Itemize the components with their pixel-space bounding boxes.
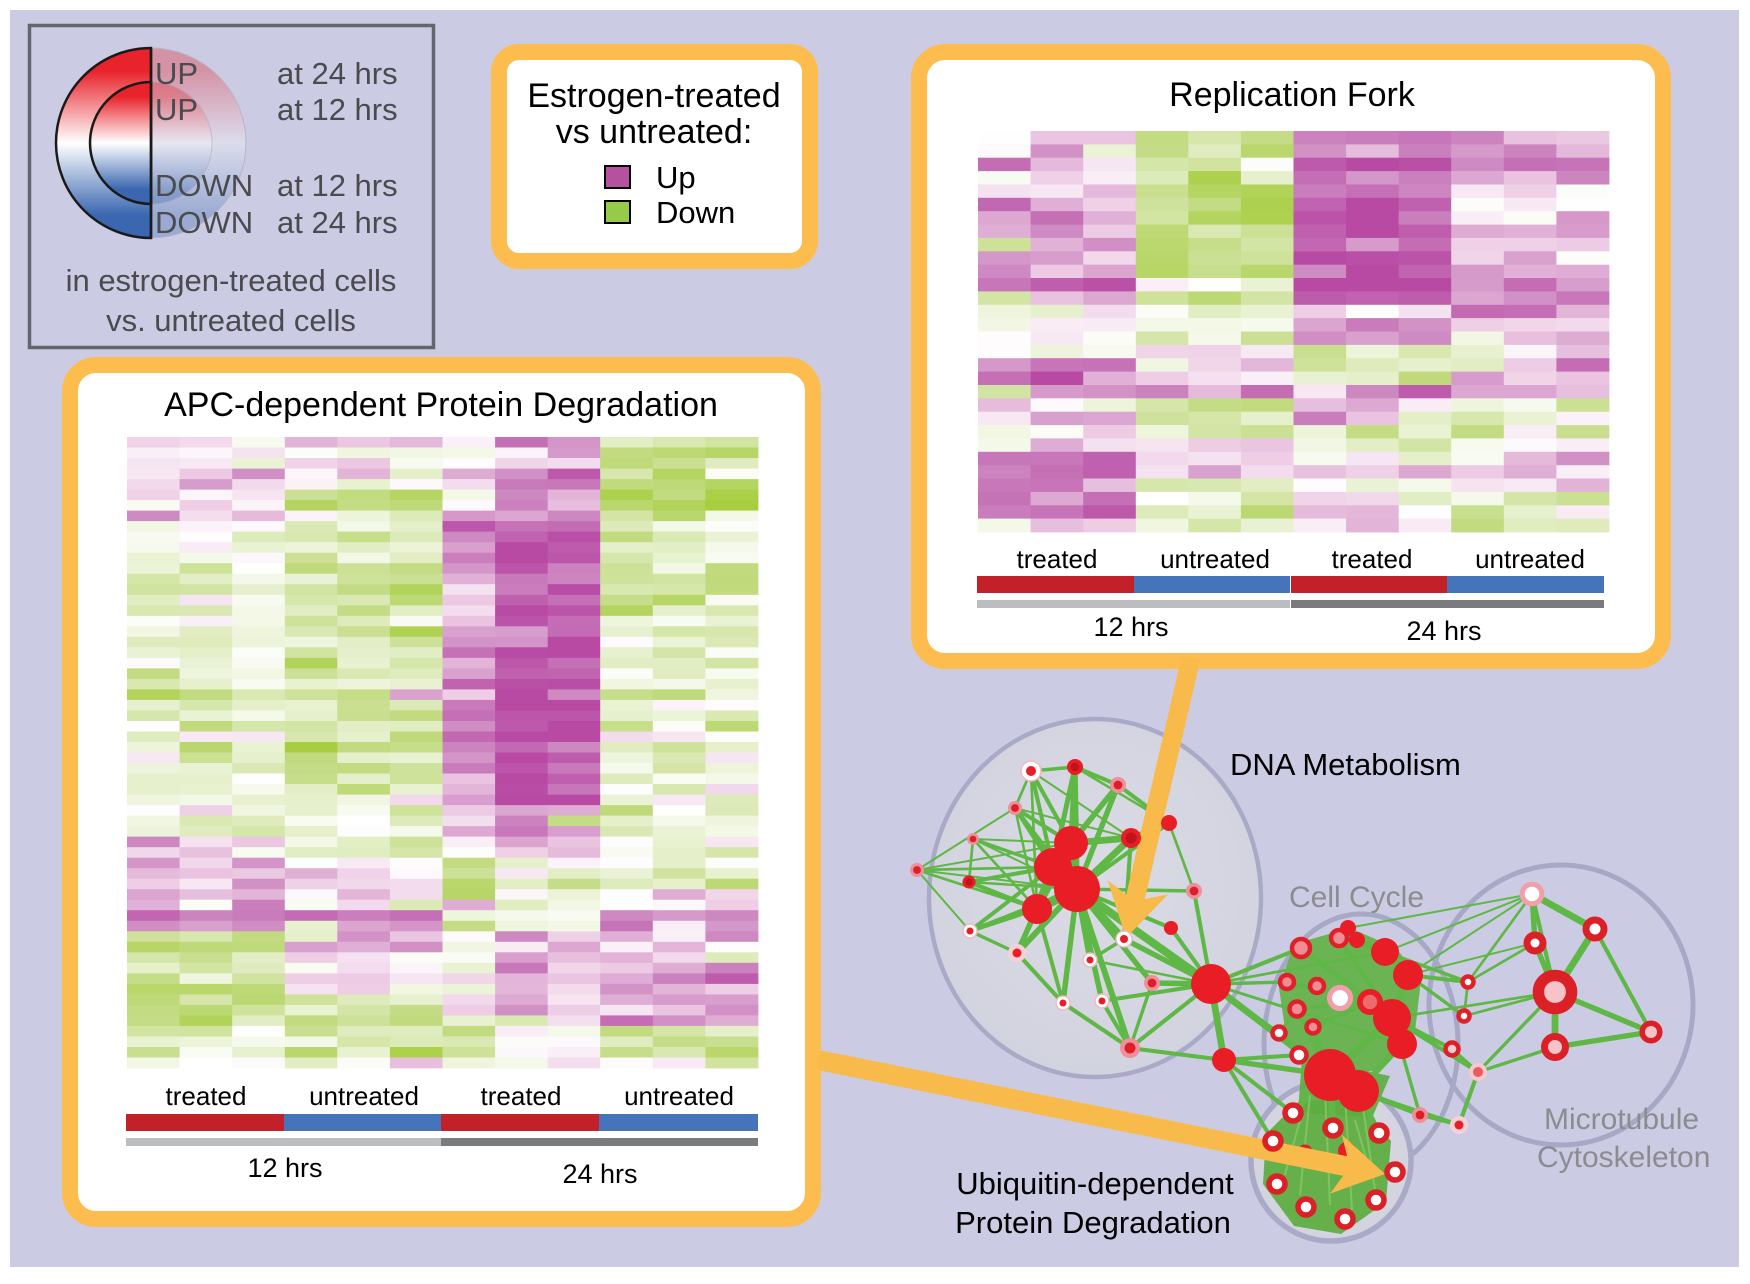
svg-text:UP: UP — [155, 56, 198, 91]
svg-text:vs. untreated cells: vs. untreated cells — [106, 303, 356, 338]
svg-text:untreated: untreated — [624, 1081, 734, 1111]
svg-text:untreated: untreated — [1160, 544, 1270, 574]
svg-text:Protein Degradation: Protein Degradation — [955, 1205, 1231, 1240]
svg-text:Replication Fork: Replication Fork — [1169, 76, 1416, 114]
svg-text:at 12 hrs: at 12 hrs — [277, 92, 398, 127]
svg-text:Up: Up — [656, 160, 696, 195]
svg-text:DOWN: DOWN — [155, 205, 253, 240]
svg-text:at 24 hrs: at 24 hrs — [277, 205, 398, 240]
svg-text:DNA Metabolism: DNA Metabolism — [1230, 747, 1461, 782]
svg-text:at 24 hrs: at 24 hrs — [277, 56, 398, 91]
svg-text:in estrogen-treated cells: in estrogen-treated cells — [66, 263, 397, 298]
svg-text:24 hrs: 24 hrs — [1406, 616, 1481, 646]
svg-text:12 hrs: 12 hrs — [247, 1153, 322, 1183]
svg-text:Cell Cycle: Cell Cycle — [1289, 881, 1424, 914]
svg-text:treated: treated — [481, 1081, 562, 1111]
svg-text:Cytoskeleton: Cytoskeleton — [1537, 1141, 1710, 1174]
svg-text:24 hrs: 24 hrs — [562, 1159, 637, 1189]
svg-text:UP: UP — [155, 92, 198, 127]
svg-text:untreated: untreated — [309, 1081, 419, 1111]
svg-text:treated: treated — [1332, 544, 1413, 574]
svg-text:untreated: untreated — [1475, 544, 1585, 574]
svg-text:Estrogen-treated: Estrogen-treated — [527, 77, 780, 115]
svg-text:Down: Down — [656, 195, 735, 230]
svg-text:vs untreated:: vs untreated: — [556, 113, 753, 151]
svg-text:12 hrs: 12 hrs — [1093, 612, 1168, 642]
svg-text:APC-dependent Protein Degradat: APC-dependent Protein Degradation — [164, 386, 718, 424]
svg-text:Ubiquitin-dependent: Ubiquitin-dependent — [956, 1166, 1234, 1201]
svg-text:Microtubule: Microtubule — [1544, 1103, 1699, 1136]
svg-text:treated: treated — [166, 1081, 247, 1111]
svg-text:at 12 hrs: at 12 hrs — [277, 168, 398, 203]
svg-text:DOWN: DOWN — [155, 168, 253, 203]
svg-text:treated: treated — [1017, 544, 1098, 574]
